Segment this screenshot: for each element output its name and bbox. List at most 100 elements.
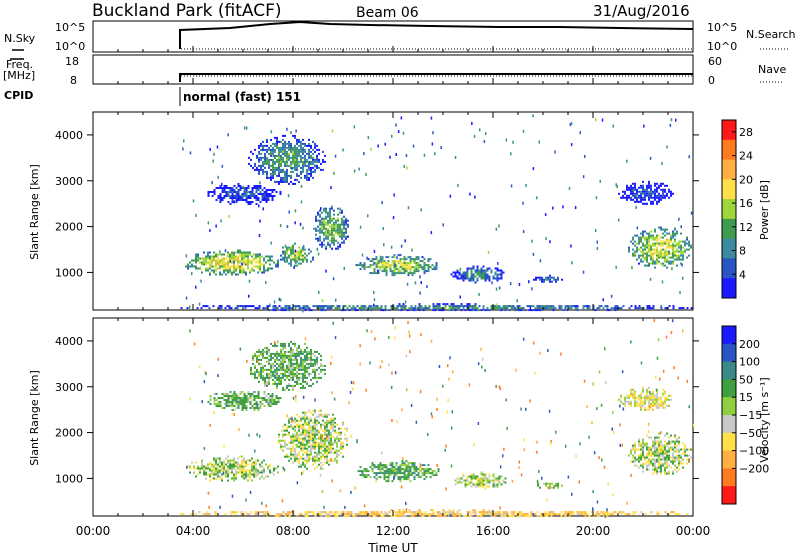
- data-cell: [337, 227, 339, 230]
- data-cell: [317, 219, 319, 222]
- data-cell: [662, 392, 664, 395]
- data-cell: [304, 342, 306, 345]
- data-cell: [648, 180, 650, 183]
- data-cell: [555, 280, 557, 283]
- data-cell: [245, 469, 247, 472]
- data-cell: [678, 442, 680, 445]
- data-cell: [298, 435, 300, 438]
- data-cell: [391, 264, 394, 267]
- data-cell: [660, 448, 662, 451]
- noise-cell: [469, 192, 471, 196]
- data-cell: [266, 138, 268, 141]
- data-cell: [668, 250, 670, 253]
- data-cell: [391, 272, 394, 275]
- data-cell: [208, 513, 211, 516]
- data-cell: [255, 257, 257, 260]
- data-cell: [284, 164, 286, 167]
- data-cell: [640, 444, 642, 447]
- noise-cell: [678, 217, 680, 221]
- data-cell: [423, 474, 426, 477]
- data-cell: [335, 223, 337, 226]
- data-cell: [524, 309, 527, 312]
- data-cell: [312, 511, 315, 514]
- data-cell: [331, 247, 333, 250]
- data-cell: [302, 453, 304, 456]
- data-cell: [636, 307, 639, 310]
- data-cell: [233, 271, 235, 274]
- noise-cell: [367, 214, 369, 218]
- data-cell: [387, 264, 390, 267]
- data-cell: [318, 305, 321, 308]
- data-cell: [676, 254, 678, 257]
- data-cell: [252, 354, 254, 357]
- data-cell: [302, 148, 304, 151]
- data-cell: [476, 483, 479, 486]
- data-cell: [537, 484, 539, 487]
- noise-cell: [217, 175, 219, 179]
- noise-cell: [420, 281, 422, 285]
- data-cell: [237, 185, 240, 187]
- data-cell: [280, 170, 282, 173]
- data-cell: [290, 372, 292, 375]
- data-cell: [263, 271, 265, 274]
- data-cell: [626, 196, 628, 199]
- data-cell: [237, 199, 240, 201]
- data-cell: [300, 150, 302, 153]
- data-cell: [654, 192, 656, 195]
- data-cell: [288, 342, 290, 345]
- noise-cell: [512, 140, 514, 144]
- data-cell: [292, 150, 294, 153]
- data-cell: [666, 452, 668, 455]
- data-cell: [296, 439, 298, 442]
- data-cell: [302, 376, 304, 379]
- data-cell: [560, 307, 563, 310]
- data-cell: [217, 259, 219, 262]
- data-cell: [265, 197, 268, 199]
- data-cell: [294, 419, 296, 422]
- data-cell: [640, 408, 642, 411]
- data-cell: [251, 395, 254, 397]
- data-cell: [391, 464, 394, 467]
- data-cell: [209, 271, 211, 274]
- data-cell: [401, 268, 404, 271]
- data-cell: [304, 439, 306, 442]
- data-cell: [330, 511, 333, 514]
- data-cell: [548, 305, 551, 308]
- data-cell: [302, 425, 304, 428]
- data-cell: [506, 307, 509, 310]
- data-cell: [646, 390, 648, 393]
- data-cell: [405, 476, 408, 479]
- data-cell: [438, 309, 441, 312]
- data-cell: [268, 368, 270, 371]
- data-cell: [458, 273, 461, 276]
- data-cell: [650, 448, 652, 451]
- data-cell: [474, 477, 477, 480]
- data-cell: [640, 186, 642, 189]
- data-cell: [654, 242, 656, 245]
- data-cell: [290, 453, 292, 456]
- data-cell: [233, 461, 235, 464]
- data-cell: [323, 217, 325, 220]
- data-cell: [294, 457, 296, 460]
- data-cell: [284, 374, 286, 377]
- noise-cell: [440, 146, 442, 149]
- data-cell: [288, 158, 290, 161]
- data-cell: [237, 263, 239, 266]
- data-cell: [296, 350, 298, 353]
- data-cell: [476, 485, 479, 488]
- noise-cell: [406, 166, 408, 170]
- data-cell: [225, 403, 228, 405]
- data-cell: [292, 160, 294, 163]
- data-cell: [213, 463, 215, 466]
- data-cell: [260, 358, 262, 361]
- data-cell: [660, 228, 662, 231]
- data-cell: [664, 234, 666, 237]
- data-cell: [662, 464, 664, 467]
- data-cell: [209, 263, 211, 266]
- data-cell: [340, 445, 342, 448]
- data-cell: [254, 164, 256, 167]
- data-cell: [280, 160, 282, 163]
- data-cell: [377, 472, 380, 475]
- data-cell: [225, 395, 228, 397]
- data-cell: [341, 229, 343, 232]
